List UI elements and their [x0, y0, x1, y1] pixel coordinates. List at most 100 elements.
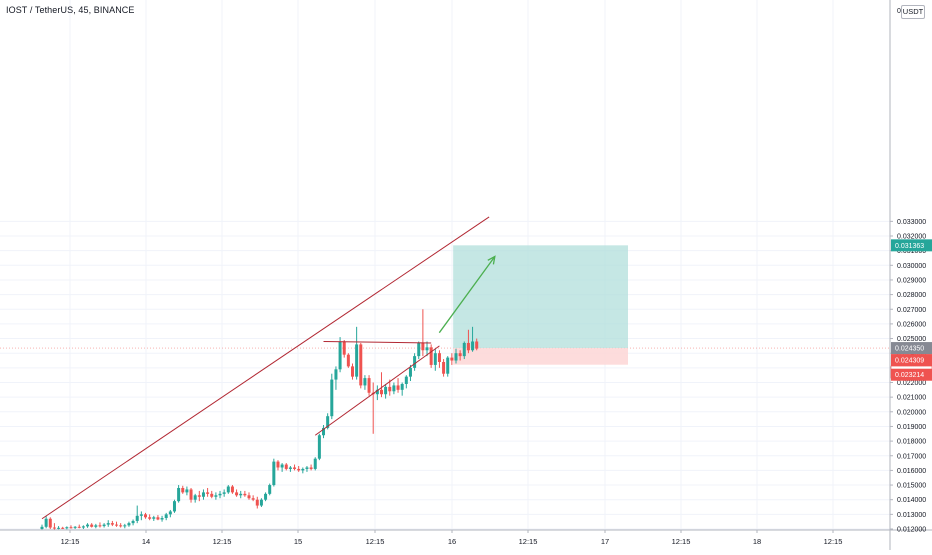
channel-lower-trendline[interactable] [315, 346, 439, 435]
candle[interactable] [161, 518, 164, 519]
candle[interactable] [455, 353, 458, 360]
candle[interactable] [260, 500, 263, 506]
candle[interactable] [243, 494, 246, 495]
candle[interactable] [181, 488, 184, 492]
candle[interactable] [446, 358, 449, 374]
candle[interactable] [148, 517, 151, 518]
candle[interactable] [45, 519, 48, 527]
candle[interactable] [318, 435, 321, 458]
candle[interactable] [285, 465, 288, 469]
candle[interactable] [272, 462, 275, 485]
candle[interactable] [264, 494, 267, 500]
candle[interactable] [165, 514, 168, 518]
candle[interactable] [380, 390, 383, 394]
candle[interactable] [339, 341, 342, 369]
candle[interactable] [301, 469, 304, 470]
candle[interactable] [227, 487, 230, 493]
candle[interactable] [421, 343, 424, 350]
candle[interactable] [405, 377, 408, 384]
candle[interactable] [152, 517, 155, 518]
candle[interactable] [210, 494, 213, 497]
candle[interactable] [392, 385, 395, 391]
candle[interactable] [177, 488, 180, 501]
candle[interactable] [198, 495, 201, 496]
candle[interactable] [434, 353, 437, 365]
candle[interactable] [107, 523, 110, 524]
candle[interactable] [459, 353, 462, 356]
candle[interactable] [305, 467, 308, 468]
candle[interactable] [413, 356, 416, 368]
candle[interactable] [65, 527, 68, 528]
candle[interactable] [103, 525, 106, 526]
candle[interactable] [310, 467, 313, 468]
candle[interactable] [223, 492, 226, 493]
candle[interactable] [347, 355, 350, 367]
candle[interactable] [185, 489, 188, 492]
candle[interactable] [194, 495, 197, 499]
candle[interactable] [115, 525, 118, 526]
candle[interactable] [202, 492, 205, 496]
candle[interactable] [442, 362, 445, 374]
candle[interactable] [252, 498, 255, 499]
candle[interactable] [136, 516, 139, 521]
candle[interactable] [417, 343, 420, 356]
candle[interactable] [384, 387, 387, 394]
candle[interactable] [119, 525, 122, 526]
candle[interactable] [368, 378, 371, 393]
candle[interactable] [314, 459, 317, 469]
candle[interactable] [426, 347, 429, 350]
candle[interactable] [355, 344, 358, 376]
candle[interactable] [190, 489, 193, 499]
candle[interactable] [235, 492, 238, 495]
candle[interactable] [132, 521, 135, 523]
candle[interactable] [248, 495, 251, 498]
candle[interactable] [140, 514, 143, 515]
candle[interactable] [351, 366, 354, 376]
candle[interactable] [359, 344, 362, 385]
candle[interactable] [388, 387, 391, 391]
candle[interactable] [53, 528, 56, 529]
candle[interactable] [409, 368, 412, 377]
candle[interactable] [289, 467, 292, 468]
candle[interactable] [297, 469, 300, 470]
candle[interactable] [401, 384, 404, 390]
candle[interactable] [231, 487, 234, 493]
candle[interactable] [343, 341, 346, 354]
candle[interactable] [69, 527, 72, 528]
candle[interactable] [206, 492, 209, 493]
candle[interactable] [127, 523, 130, 525]
candle[interactable] [111, 523, 114, 524]
candle[interactable] [219, 494, 222, 495]
candle[interactable] [78, 527, 81, 528]
candle[interactable] [86, 525, 89, 527]
candle[interactable] [334, 369, 337, 379]
candle[interactable] [144, 514, 147, 517]
candle[interactable] [268, 485, 271, 494]
candle[interactable] [94, 525, 97, 526]
candle[interactable] [173, 501, 176, 511]
candle[interactable] [430, 347, 433, 365]
candle[interactable] [57, 528, 60, 529]
candle[interactable] [467, 343, 470, 350]
candle[interactable] [98, 525, 101, 526]
candle[interactable] [471, 341, 474, 350]
candle[interactable] [276, 462, 279, 468]
candle[interactable] [239, 494, 242, 495]
candle[interactable] [49, 519, 52, 528]
candle[interactable] [363, 378, 366, 385]
candle[interactable] [293, 467, 296, 468]
candle[interactable] [475, 341, 478, 348]
candle[interactable] [463, 343, 466, 356]
currency-button[interactable]: USDT [901, 5, 925, 19]
candle[interactable] [82, 526, 85, 527]
candle[interactable] [41, 527, 44, 529]
candle[interactable] [330, 380, 333, 417]
candle[interactable] [61, 528, 64, 529]
candle[interactable] [156, 517, 159, 519]
candle[interactable] [256, 500, 259, 506]
candle[interactable] [438, 353, 441, 362]
candle[interactable] [90, 525, 93, 527]
candle[interactable] [450, 358, 453, 361]
